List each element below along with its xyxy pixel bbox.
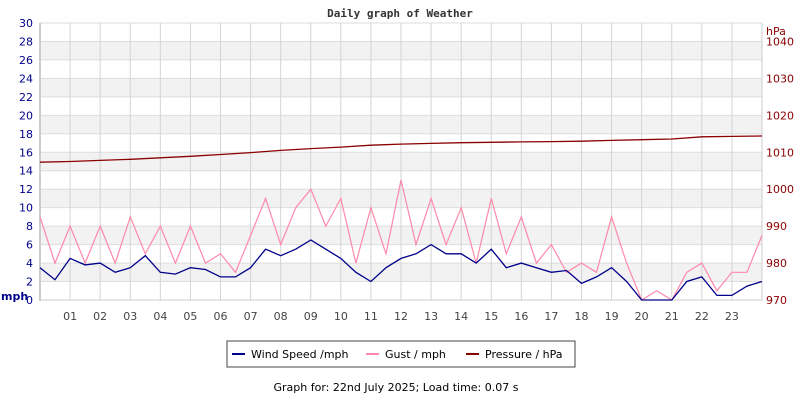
chart-title: Daily graph of Weather [327, 7, 473, 20]
x-tick-label: 18 [575, 310, 589, 323]
x-tick-label: 16 [514, 310, 528, 323]
right-tick-label: 980 [766, 257, 787, 270]
left-tick-label: 0 [26, 294, 33, 307]
x-tick-label: 10 [334, 310, 348, 323]
x-tick-label: 02 [93, 310, 107, 323]
legend-wind: Wind Speed /mph [251, 348, 349, 361]
right-tick-label: 1000 [766, 183, 794, 196]
x-tick-label: 21 [665, 310, 679, 323]
left-tick-label: 12 [19, 183, 33, 196]
x-tick-label: 03 [123, 310, 137, 323]
x-tick-label: 15 [484, 310, 498, 323]
legend: Wind Speed /mph Gust / mph Pressure / hP… [226, 340, 576, 368]
x-tick-label: 01 [63, 310, 77, 323]
x-tick-label: 22 [695, 310, 709, 323]
left-tick-label: 16 [19, 146, 33, 159]
left-tick-label: 28 [19, 35, 33, 48]
legend-pressure: Pressure / hPa [485, 348, 563, 361]
left-tick-label: 14 [19, 165, 33, 178]
left-tick-label: 22 [19, 91, 33, 104]
x-tick-label: 23 [725, 310, 739, 323]
right-axis-label: hPa [766, 25, 786, 38]
x-tick-label: 07 [244, 310, 258, 323]
series-line-wind [39, 239, 763, 301]
x-tick-label: 05 [183, 310, 197, 323]
left-tick-label: 20 [19, 109, 33, 122]
left-axis-label: mph [1, 290, 28, 303]
right-tick-label: 1020 [766, 109, 794, 122]
left-tick-label: 26 [19, 54, 33, 67]
footer-text: Graph for: 22nd July 2025; Load time: 0.… [274, 381, 519, 394]
series-line-pressure [39, 135, 763, 163]
x-tick-label: 19 [605, 310, 619, 323]
right-tick-label: 1030 [766, 72, 794, 85]
right-tick-label: 1010 [766, 146, 794, 159]
x-tick-label: 04 [153, 310, 167, 323]
right-tick-label: 990 [766, 220, 787, 233]
left-tick-label: 18 [19, 128, 33, 141]
left-tick-label: 8 [26, 220, 33, 233]
x-tick-label: 09 [304, 310, 318, 323]
x-tick-label: 08 [274, 310, 288, 323]
legend-box [226, 340, 576, 368]
x-tick-label: 06 [214, 310, 228, 323]
left-tick-label: 30 [19, 17, 33, 30]
right-tick-label: 970 [766, 294, 787, 307]
x-tick-label: 11 [364, 310, 378, 323]
left-tick-label: 24 [19, 72, 33, 85]
right-tick-label: 1040 [766, 35, 794, 48]
left-tick-label: 10 [19, 202, 33, 215]
left-tick-label: 6 [26, 239, 33, 252]
left-tick-label: 4 [26, 257, 33, 270]
x-tick-label: 13 [424, 310, 438, 323]
x-tick-label: 12 [394, 310, 408, 323]
x-tick-label: 14 [454, 310, 468, 323]
left-tick-label: 2 [26, 276, 33, 289]
legend-gust: Gust / mph [385, 348, 446, 361]
x-tick-label: 17 [544, 310, 558, 323]
x-tick-label: 20 [635, 310, 649, 323]
